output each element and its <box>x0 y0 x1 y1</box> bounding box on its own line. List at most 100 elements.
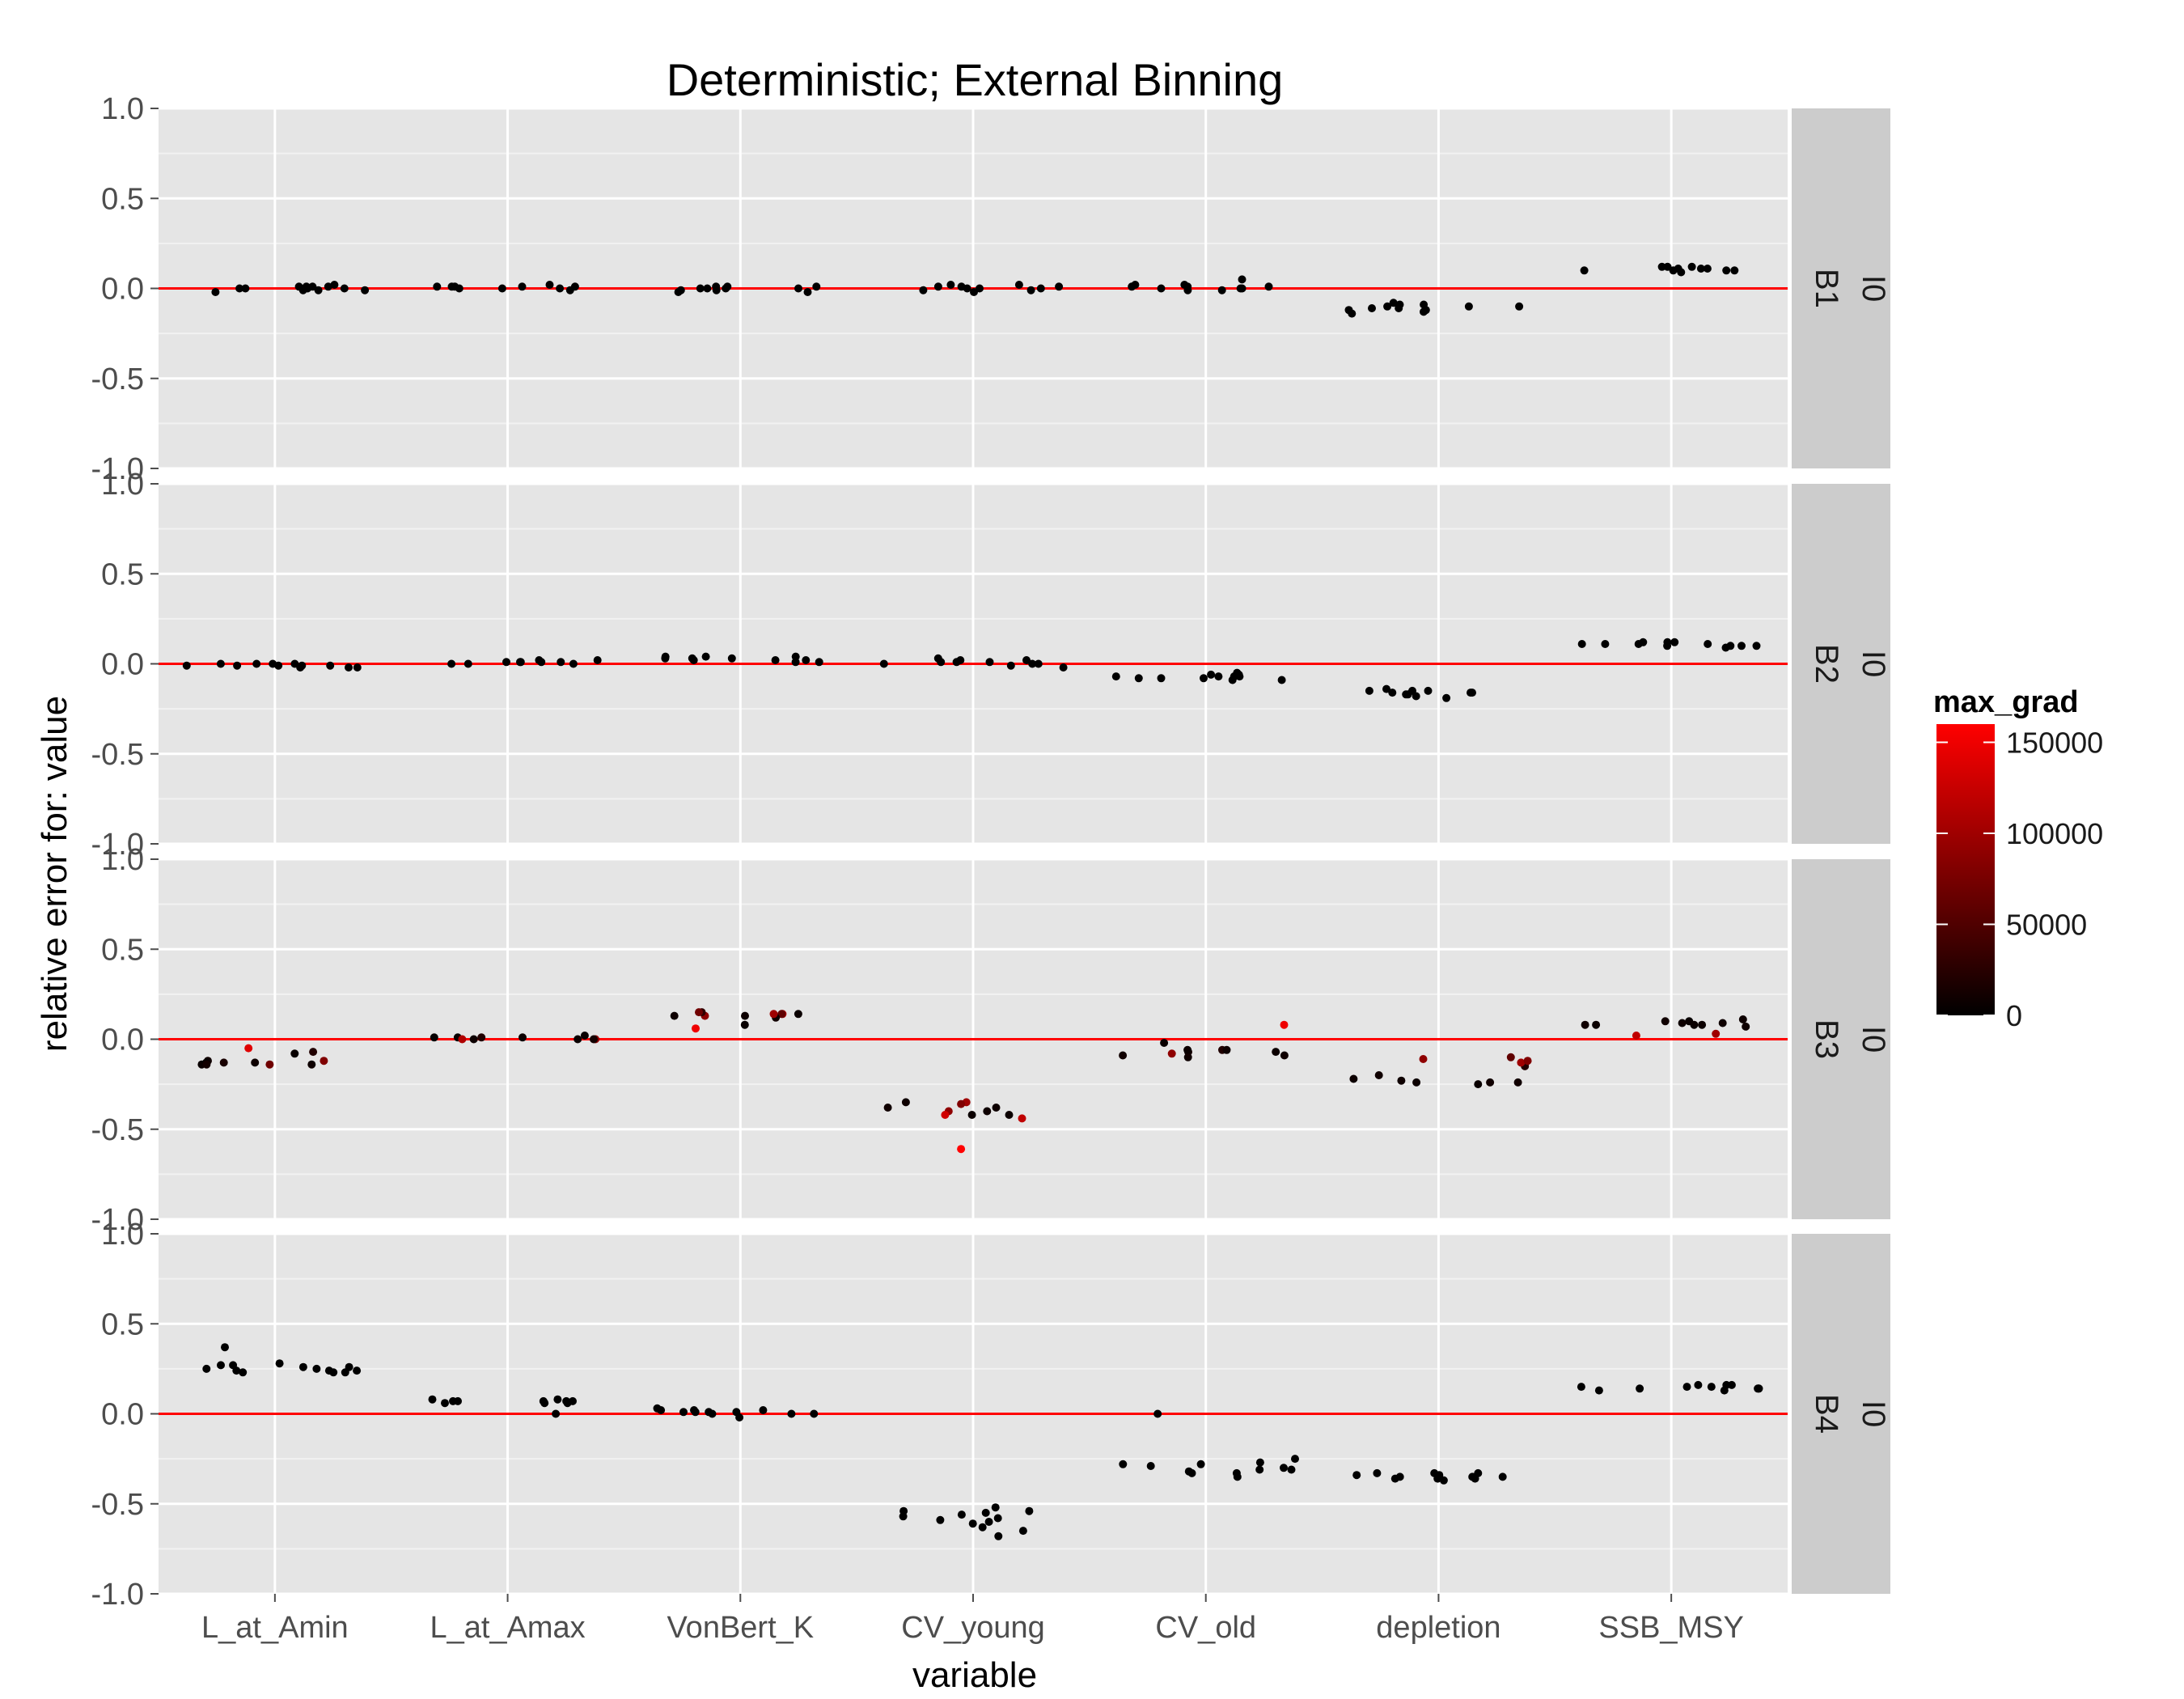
data-point <box>957 1099 966 1108</box>
data-point <box>1517 1058 1526 1067</box>
data-point <box>441 1399 449 1408</box>
data-point <box>463 659 472 668</box>
data-point <box>1128 282 1136 291</box>
y-tick-label: 0.0 <box>101 648 144 682</box>
x-tick-label: CV_young <box>901 1611 1044 1645</box>
data-point <box>326 661 335 670</box>
y-tick-label: 0.0 <box>101 1023 144 1057</box>
data-point <box>433 282 442 291</box>
data-point <box>1005 1111 1014 1119</box>
data-point <box>994 1532 1003 1540</box>
data-point <box>428 1395 437 1404</box>
data-point <box>1383 302 1392 311</box>
x-tick-label: depletion <box>1376 1611 1500 1645</box>
data-point <box>1682 1383 1691 1392</box>
data-point <box>1374 1071 1383 1079</box>
data-point <box>670 1011 679 1020</box>
data-point <box>275 1359 284 1368</box>
data-point <box>976 284 984 293</box>
data-point <box>1157 284 1166 293</box>
data-point <box>574 1035 582 1044</box>
data-point <box>803 288 812 296</box>
data-point <box>1592 1020 1601 1029</box>
data-point <box>1513 1078 1522 1087</box>
data-point <box>1412 692 1420 701</box>
data-point <box>1687 262 1696 271</box>
data-point <box>1515 302 1524 311</box>
data-point <box>1207 670 1216 679</box>
data-point <box>1272 1048 1280 1057</box>
legend-break-label: 100000 <box>2006 817 2103 850</box>
data-point <box>244 1044 253 1053</box>
data-point <box>1352 1471 1361 1480</box>
data-point <box>1594 1386 1603 1395</box>
data-point <box>1183 1045 1192 1054</box>
data-point <box>1721 643 1730 652</box>
data-point <box>1669 266 1678 275</box>
x-tick-label: CV_old <box>1155 1611 1256 1645</box>
data-point <box>1730 266 1739 275</box>
data-point <box>1703 265 1712 273</box>
legend-break-label: 150000 <box>2006 727 2103 760</box>
data-point <box>345 1362 353 1371</box>
data-point <box>324 282 332 291</box>
data-point <box>1752 642 1761 650</box>
data-point <box>361 286 370 294</box>
data-point <box>229 1361 238 1370</box>
data-point <box>1663 638 1672 646</box>
data-point <box>221 1343 229 1352</box>
data-point <box>968 1519 977 1528</box>
data-point <box>946 281 955 289</box>
data-point <box>345 663 353 672</box>
panels-layer: 1.0 0.5 0.0 -0.5 -1.0 B1 I0 1.0 0.5 0.0 -0.5 -1.0 B2… <box>91 92 1891 1645</box>
y-tick-label: 1.0 <box>101 468 144 502</box>
facet-strip-label: B4 <box>1809 1394 1844 1434</box>
data-point <box>1344 306 1353 315</box>
data-point <box>569 659 578 668</box>
facet-strip-secondary-label: I0 <box>1856 1026 1891 1053</box>
data-point <box>219 1058 228 1067</box>
data-point <box>1677 268 1686 277</box>
data-point <box>1059 663 1068 672</box>
data-point <box>978 1523 987 1532</box>
data-point <box>540 1399 549 1408</box>
data-point <box>454 1396 462 1405</box>
data-point <box>211 288 220 296</box>
y-tick-label: 0.5 <box>101 557 144 591</box>
data-point <box>1632 1032 1640 1040</box>
data-point <box>1468 688 1476 697</box>
data-point <box>1474 1468 1483 1477</box>
y-axis-title: relative error for: value <box>35 696 74 1052</box>
data-point <box>679 1408 688 1417</box>
data-point <box>1280 1464 1288 1472</box>
data-point <box>1287 1465 1296 1474</box>
data-point <box>1390 1474 1399 1483</box>
data-point <box>1395 304 1403 312</box>
data-point <box>1119 1051 1128 1060</box>
data-point <box>562 1396 571 1405</box>
data-point <box>1183 286 1192 294</box>
data-point <box>1420 307 1428 316</box>
data-point <box>777 1010 786 1019</box>
data-point <box>202 1364 211 1373</box>
data-point <box>1006 661 1015 670</box>
data-point <box>265 1060 274 1069</box>
data-point <box>769 1010 778 1019</box>
data-point <box>1696 265 1705 273</box>
data-point <box>1055 282 1064 291</box>
data-point <box>298 661 307 670</box>
data-point <box>1234 670 1243 679</box>
data-point <box>653 1404 662 1413</box>
facet-strip <box>1792 859 1890 1219</box>
data-point <box>1661 1017 1670 1026</box>
data-point <box>1018 1114 1026 1123</box>
data-point <box>759 1406 768 1414</box>
data-point <box>1442 693 1451 702</box>
y-tick-label: 0.0 <box>101 1398 144 1432</box>
data-point <box>274 661 283 670</box>
data-point <box>518 282 527 291</box>
data-point <box>312 1364 321 1373</box>
data-point <box>1026 286 1035 294</box>
data-point <box>1737 642 1746 650</box>
